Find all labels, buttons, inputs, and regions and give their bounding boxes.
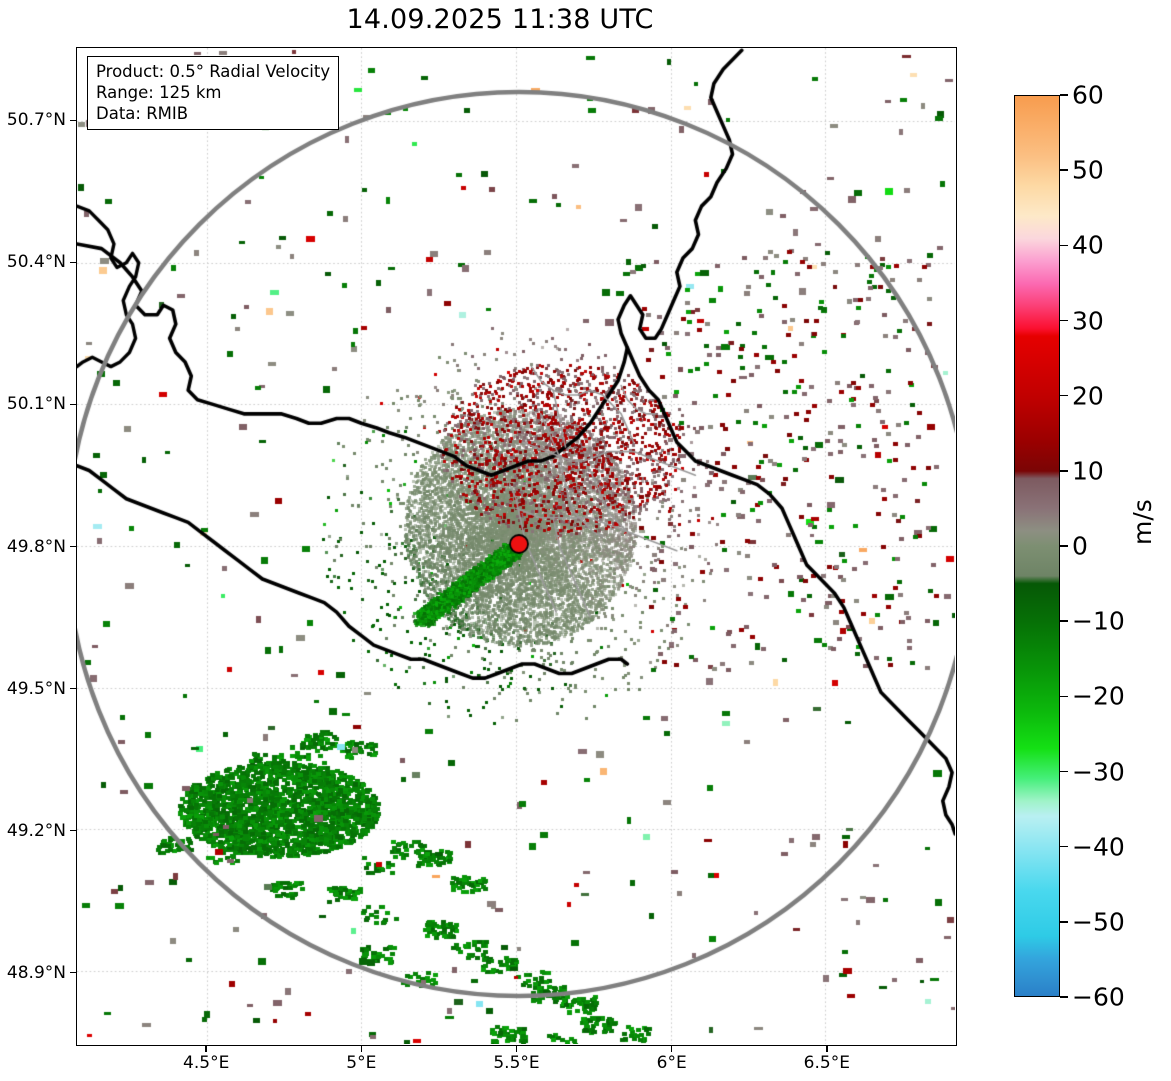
latitude-tick-label: 50.4°N [6,252,66,273]
colorbar-tick-label: 20 [1072,381,1104,411]
colorbar-tick-label: 40 [1072,230,1104,260]
colorbar-tick [1060,921,1068,923]
latitude-tick-label: 50.7°N [6,110,66,131]
longitude-tick-label: 5.5°E [493,1053,540,1073]
colorbar-tick [1060,394,1068,397]
product-info-box: Product: 0.5° Radial Velocity Range: 125… [87,56,340,131]
longitude-tick-mark [670,1046,673,1052]
longitude-tick-mark [360,1046,363,1052]
colorbar-tick-label: −20 [1072,681,1125,711]
latitude-tick-label: 49.5°N [6,678,66,699]
colorbar-tick-label: −60 [1072,982,1125,1012]
latitude-tick-label: 50.1°N [6,394,66,415]
latitude-tick-mark [70,261,76,264]
latitude-tick-mark [70,119,76,122]
colorbar-tick-label: 60 [1072,80,1104,110]
longitude-tick-mark [205,1046,207,1052]
latitude-tick-mark [70,829,76,832]
colorbar-tick [1060,470,1068,472]
colorbar-tick [1060,845,1068,848]
colorbar-tick [1060,244,1068,247]
latitude-tick-label: 49.2°N [6,820,66,841]
longitude-tick-label: 6°E [656,1053,687,1073]
latitude-tick-label: 49.8°N [6,536,66,557]
colorbar-tick-label: 50 [1072,155,1104,185]
latitude-tick-mark [70,971,76,974]
longitude-tick-mark [515,1046,518,1052]
colorbar-tick [1060,695,1068,698]
longitude-tick-mark [826,1046,828,1052]
colorbar[interactable] [1014,95,1060,997]
colorbar-tick-label: −40 [1072,832,1125,862]
colorbar-tick [1060,545,1068,547]
latitude-tick-mark [70,545,76,548]
colorbar-tick [1060,169,1068,171]
longitude-tick-label: 6.5°E [803,1053,850,1073]
info-data-line: Data: RMIB [96,104,189,124]
radar-plot-area[interactable] [76,47,957,1046]
radar-reflectivity-canvas[interactable] [77,48,955,1044]
colorbar-tick [1060,94,1068,96]
colorbar-tick-label: −50 [1072,907,1125,937]
latitude-tick-mark [70,687,76,690]
latitude-tick-mark [70,403,76,406]
colorbar-gradient [1015,96,1059,996]
colorbar-tick [1060,996,1068,998]
colorbar-tick-label: 30 [1072,306,1104,335]
colorbar-unit-label: m/s [1128,499,1157,545]
page-title: 14.09.2025 11:38 UTC [346,4,654,35]
colorbar-tick [1060,770,1068,773]
colorbar-tick-label: −30 [1072,757,1125,786]
longitude-tick-label: 5°E [346,1053,377,1073]
colorbar-tick [1060,319,1068,322]
colorbar-tick-label: −10 [1072,606,1125,636]
latitude-tick-label: 48.9°N [6,962,66,983]
longitude-tick-label: 4.5°E [183,1053,230,1073]
info-product-line: Product: 0.5° Radial Velocity [96,62,331,81]
colorbar-tick [1060,620,1068,622]
colorbar-tick-label: 0 [1072,531,1088,561]
info-range-line: Range: 125 km [96,83,222,103]
colorbar-tick-label: 10 [1072,456,1104,486]
